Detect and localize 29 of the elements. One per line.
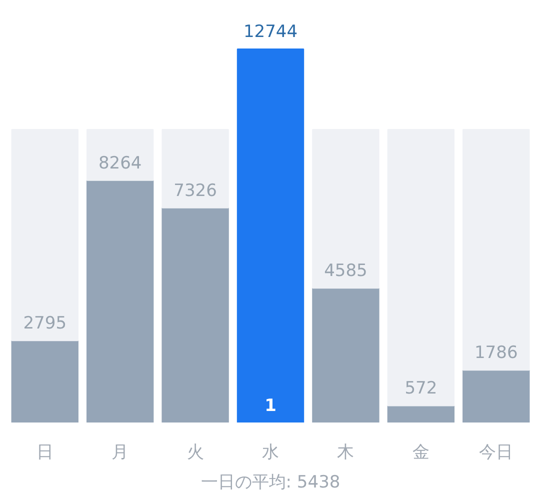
bar — [86, 128, 154, 181]
data-label: 572 — [404, 378, 438, 399]
data-label: 12744 — [243, 22, 298, 42]
bar — [387, 128, 455, 406]
x-tick-label: 水 — [262, 442, 279, 462]
data-label: 8264 — [98, 153, 142, 174]
data-label: 2795 — [23, 314, 67, 334]
bar — [312, 288, 380, 422]
text: 一日の平均: 5438 — [200, 472, 340, 492]
bar — [86, 180, 154, 422]
bar — [162, 207, 229, 422]
x-tick-label: 金 — [412, 442, 430, 462]
data-label: 7326 — [174, 180, 217, 201]
bar — [462, 128, 530, 371]
bar — [312, 128, 380, 289]
bar — [462, 370, 530, 422]
bar — [11, 128, 78, 342]
x-tick-label: 日 — [36, 442, 54, 462]
x-tick-label: 火 — [186, 442, 204, 462]
bar — [236, 48, 304, 422]
bar — [162, 128, 229, 208]
bar — [387, 405, 455, 422]
x-tick-label: 月 — [112, 442, 129, 462]
x-tick-label: 木 — [337, 442, 354, 462]
x-tick-label: 今日 — [479, 442, 514, 462]
data-label: 4585 — [324, 261, 368, 282]
bar — [11, 340, 78, 422]
annotation: 1 — [264, 396, 276, 416]
data-label: 1786 — [474, 343, 518, 364]
